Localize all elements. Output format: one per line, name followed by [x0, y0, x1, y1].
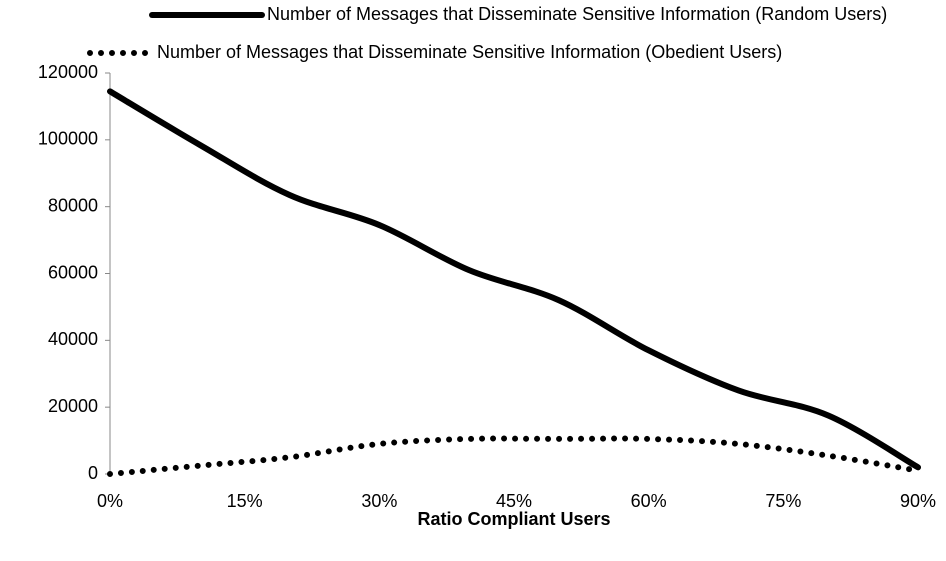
x-tick-label: 0% [97, 491, 123, 511]
y-tick-label: 60000 [48, 262, 98, 282]
x-tick-label: 30% [361, 491, 397, 511]
x-tick-label: 90% [900, 491, 936, 511]
legend-label: Number of Messages that Disseminate Sens… [267, 4, 887, 24]
x-tick-label: 45% [496, 491, 532, 511]
y-tick-label: 120000 [38, 62, 98, 82]
x-tick-label: 60% [631, 491, 667, 511]
y-tick-label: 20000 [48, 396, 98, 416]
y-tick-label: 80000 [48, 195, 98, 215]
series-line [107, 435, 921, 477]
x-axis-title: Ratio Compliant Users [417, 509, 610, 529]
y-tick-label: 0 [88, 463, 98, 483]
y-tick-label: 100000 [38, 129, 98, 149]
x-tick-label: 15% [227, 491, 263, 511]
legend-label: Number of Messages that Disseminate Sens… [157, 42, 782, 62]
x-tick-label: 75% [765, 491, 801, 511]
y-tick-label: 40000 [48, 329, 98, 349]
series-line [107, 88, 921, 471]
